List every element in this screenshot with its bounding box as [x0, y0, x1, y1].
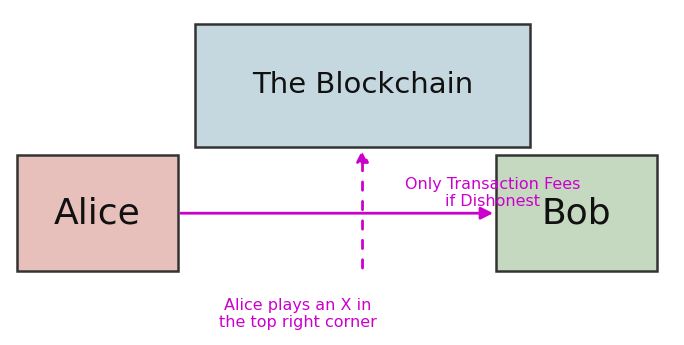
FancyBboxPatch shape [17, 155, 178, 271]
FancyBboxPatch shape [195, 24, 530, 147]
Text: Only Transaction Fees
if Dishonest: Only Transaction Fees if Dishonest [405, 177, 580, 209]
Text: Alice: Alice [54, 196, 141, 230]
Text: Bob: Bob [542, 196, 611, 230]
Text: Alice plays an X in
the top right corner: Alice plays an X in the top right corner [219, 298, 376, 330]
FancyBboxPatch shape [496, 155, 657, 271]
Text: The Blockchain: The Blockchain [252, 71, 473, 99]
